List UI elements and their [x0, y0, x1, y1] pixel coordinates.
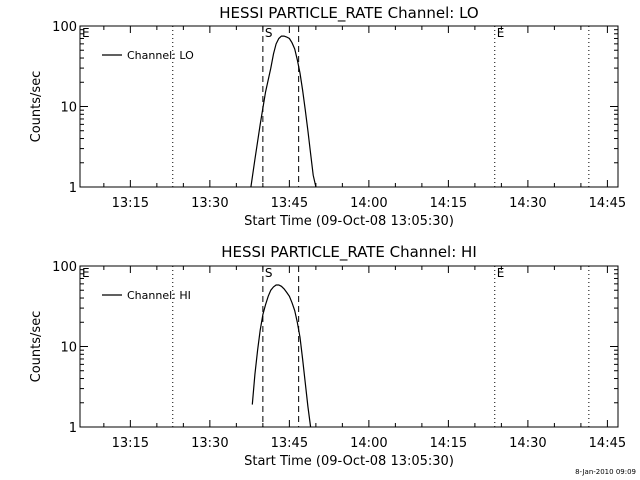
series-line-channel-hi	[251, 284, 312, 428]
x-tick-label: 14:45	[589, 436, 626, 451]
y-axis-label: Counts/sec	[29, 311, 44, 383]
x-tick-label: 14:15	[430, 436, 467, 451]
x-tick-label: 13:45	[271, 436, 308, 451]
plot-panel-lo: HESSI PARTICLE_RATE Channel: LO 13:15 13:3…	[29, 4, 626, 229]
chart-title: HESSI PARTICLE_RATE Channel: HI	[221, 243, 477, 262]
x-tick-label: 13:30	[191, 196, 228, 211]
event-marker-label: E	[497, 26, 505, 40]
footer-date: 8-Jan-2010 09:09	[575, 468, 636, 476]
y-tick-label: 10	[60, 341, 77, 356]
event-marker-label: E	[82, 266, 90, 280]
y-tick-label: 1	[69, 421, 77, 436]
x-tick-label: 13:15	[112, 436, 149, 451]
legend-label: Channel: LO	[127, 49, 194, 62]
x-axis-label: Start Time (09-Oct-08 13:05:30)	[244, 214, 454, 229]
event-marker-label: S	[265, 266, 273, 280]
y-tick-label: 100	[52, 260, 77, 275]
legend-label: Channel: HI	[127, 289, 191, 302]
x-tick-label: 13:15	[112, 196, 149, 211]
x-tick-label: 14:30	[509, 436, 546, 451]
x-tick-label: 13:30	[191, 436, 228, 451]
y-axis-label: Counts/sec	[29, 71, 44, 143]
chart-title: HESSI PARTICLE_RATE Channel: LO	[219, 4, 478, 23]
series-line-channel-lo	[250, 35, 317, 188]
event-marker-label: E	[82, 26, 90, 40]
x-axis-label: Start Time (09-Oct-08 13:05:30)	[244, 454, 454, 469]
event-marker-label: E	[497, 266, 505, 280]
x-tick-label: 14:00	[350, 436, 387, 451]
x-tick-label: 13:45	[271, 196, 308, 211]
x-tick-label: 14:15	[430, 196, 467, 211]
x-tick-label: 14:00	[350, 196, 387, 211]
y-tick-label: 100	[52, 20, 77, 35]
y-tick-label: 10	[60, 101, 77, 116]
event-marker-label: S	[265, 26, 273, 40]
y-tick-label: 1	[69, 181, 77, 196]
plot-panel-hi: HESSI PARTICLE_RATE Channel: HI 13:15 13:3…	[29, 243, 626, 469]
x-tick-label: 14:30	[509, 196, 546, 211]
x-tick-label: 14:45	[589, 196, 626, 211]
